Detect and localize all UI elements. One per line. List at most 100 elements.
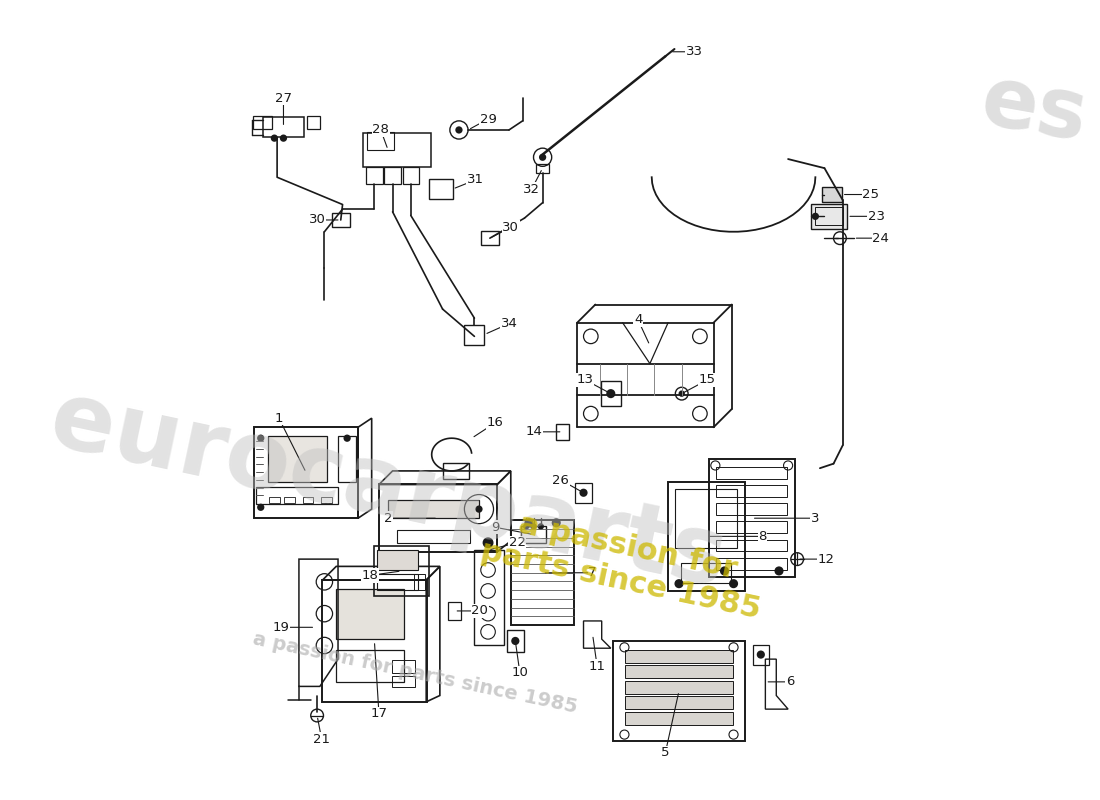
Text: 30: 30 — [503, 221, 519, 234]
Bar — [507, 630, 524, 652]
Text: 20: 20 — [472, 605, 488, 618]
Bar — [332, 213, 350, 226]
Bar — [443, 462, 469, 479]
Bar — [378, 484, 497, 552]
Bar — [321, 497, 332, 503]
Circle shape — [675, 580, 683, 587]
Bar — [336, 589, 404, 638]
Bar — [815, 207, 843, 226]
Text: 25: 25 — [862, 188, 879, 201]
Bar — [464, 325, 484, 345]
Bar — [520, 526, 547, 542]
Bar — [415, 574, 426, 590]
Bar — [625, 697, 733, 709]
Bar — [307, 116, 320, 129]
Text: 31: 31 — [466, 174, 484, 186]
Text: 32: 32 — [524, 182, 540, 195]
Circle shape — [531, 524, 536, 529]
Text: 26: 26 — [552, 474, 569, 486]
Bar — [575, 482, 592, 502]
Text: 11: 11 — [588, 660, 606, 673]
Bar — [681, 562, 732, 582]
Text: a passion for
parts since 1985: a passion for parts since 1985 — [478, 503, 771, 624]
Bar — [268, 497, 279, 503]
Text: es: es — [975, 60, 1093, 158]
Bar — [384, 167, 400, 184]
Text: 29: 29 — [480, 113, 496, 126]
Text: 1: 1 — [275, 412, 283, 425]
Bar — [366, 167, 383, 184]
Circle shape — [456, 127, 462, 133]
Text: 14: 14 — [525, 426, 542, 438]
Bar — [322, 579, 427, 702]
Bar — [625, 666, 733, 678]
Text: a passion for parts since 1985: a passion for parts since 1985 — [251, 629, 580, 717]
Text: 28: 28 — [372, 123, 389, 137]
Circle shape — [258, 505, 264, 510]
Bar — [392, 659, 415, 674]
Circle shape — [680, 391, 684, 396]
Text: 22: 22 — [508, 536, 526, 550]
Bar — [429, 179, 452, 199]
Text: 16: 16 — [487, 416, 504, 430]
Bar — [253, 116, 272, 129]
Circle shape — [552, 519, 560, 526]
Circle shape — [476, 506, 482, 512]
Bar — [625, 712, 733, 725]
Text: 27: 27 — [275, 92, 292, 105]
Bar — [625, 681, 733, 694]
Bar — [557, 424, 569, 440]
Bar — [388, 500, 478, 518]
Bar — [367, 132, 395, 150]
Text: 2: 2 — [384, 512, 393, 525]
Bar — [716, 485, 788, 497]
Bar — [625, 650, 733, 662]
Bar — [601, 381, 620, 406]
Circle shape — [524, 524, 528, 529]
Circle shape — [758, 651, 764, 658]
Bar — [256, 487, 338, 504]
Circle shape — [484, 538, 493, 547]
Bar — [708, 459, 795, 578]
Text: 10: 10 — [512, 666, 528, 679]
Bar — [338, 436, 356, 482]
Text: 15: 15 — [698, 374, 716, 386]
Text: 13: 13 — [576, 374, 594, 386]
Bar — [716, 467, 788, 478]
Circle shape — [776, 567, 782, 574]
Circle shape — [513, 638, 518, 644]
Text: 6: 6 — [785, 675, 794, 688]
Text: 30: 30 — [309, 214, 326, 226]
Circle shape — [720, 567, 728, 574]
Text: 24: 24 — [872, 232, 889, 245]
Bar — [716, 503, 788, 515]
Bar — [752, 645, 769, 665]
Bar — [267, 436, 327, 482]
Circle shape — [526, 519, 532, 526]
Text: 8: 8 — [759, 530, 767, 543]
Circle shape — [607, 390, 615, 398]
Text: 19: 19 — [273, 621, 289, 634]
Bar — [811, 204, 847, 229]
Text: 5: 5 — [661, 746, 670, 759]
Bar — [403, 167, 419, 184]
Text: 12: 12 — [817, 553, 835, 566]
Text: 3: 3 — [811, 512, 819, 525]
Text: 4: 4 — [634, 314, 642, 326]
Bar — [448, 602, 461, 620]
Bar — [285, 497, 295, 503]
Circle shape — [258, 435, 264, 441]
Bar — [376, 550, 418, 570]
Text: 9: 9 — [491, 521, 499, 534]
Bar — [336, 650, 404, 682]
Circle shape — [730, 580, 737, 587]
Bar — [392, 677, 415, 687]
Circle shape — [813, 214, 818, 219]
Circle shape — [540, 154, 546, 160]
Bar — [716, 522, 788, 534]
Text: 34: 34 — [500, 317, 517, 330]
Bar — [510, 521, 574, 625]
Circle shape — [581, 490, 586, 496]
Circle shape — [272, 135, 277, 141]
Text: 21: 21 — [314, 733, 330, 746]
